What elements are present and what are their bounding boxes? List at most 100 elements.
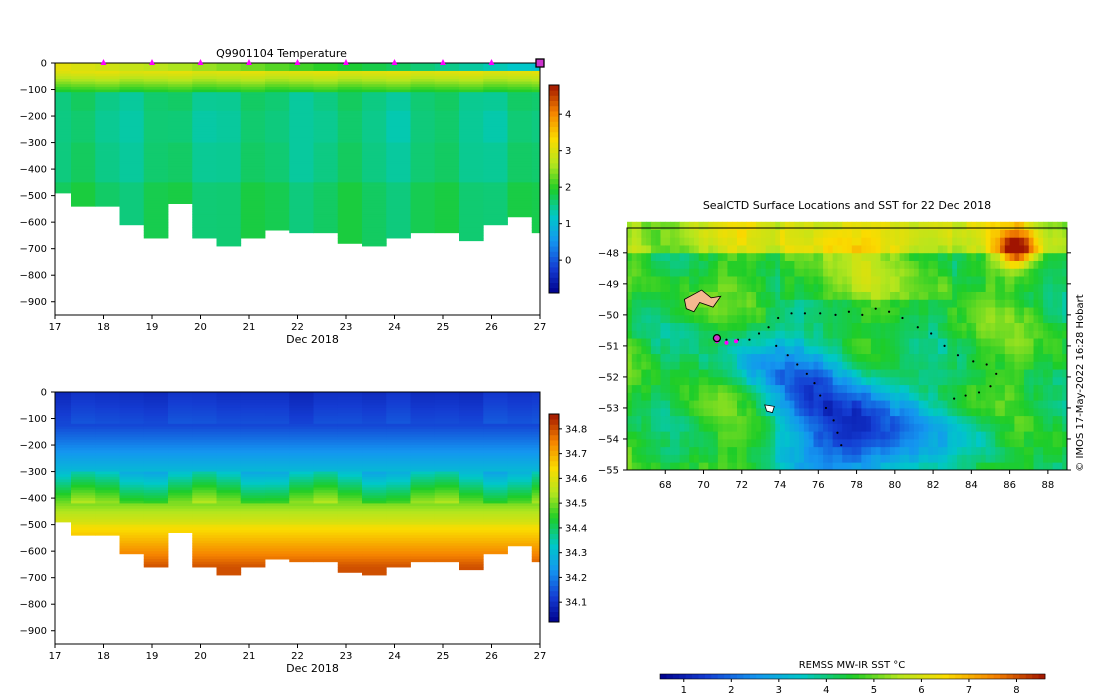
colorbar-segment — [549, 272, 559, 278]
section-cell — [386, 155, 411, 159]
section-cell — [410, 126, 436, 130]
colorbar-segment — [549, 246, 559, 252]
sst-cell — [780, 314, 786, 324]
section-cell — [216, 399, 242, 404]
section-cell — [95, 158, 120, 162]
section-cell — [71, 129, 96, 133]
section-cell — [459, 227, 484, 231]
sst-cell — [741, 462, 747, 471]
section-cell — [531, 514, 541, 518]
section-cell — [216, 174, 242, 178]
section-cell — [362, 169, 387, 173]
section-cell — [483, 161, 508, 165]
section-cell — [531, 498, 541, 502]
section-cell — [410, 185, 436, 189]
section-cell — [289, 551, 314, 555]
sst-cell — [870, 338, 877, 347]
section-cell — [71, 73, 96, 77]
sst-cell — [894, 423, 901, 432]
sst-cell — [684, 369, 690, 378]
section-cell — [337, 413, 363, 417]
section-cell — [410, 490, 436, 494]
section-cell — [265, 206, 290, 210]
sst-cell — [837, 330, 843, 339]
colorbar-segment — [549, 267, 559, 273]
sst-cell — [923, 291, 929, 300]
sst-cell — [832, 361, 838, 370]
sst-cell — [851, 345, 857, 355]
sst-cell — [679, 415, 685, 424]
section-cell — [55, 177, 72, 181]
sst-cell — [923, 407, 929, 417]
section-cell — [95, 116, 120, 120]
sst-cell — [799, 307, 805, 316]
sst-cell — [650, 376, 657, 386]
sst-cell — [823, 307, 829, 316]
section-cell — [337, 203, 363, 207]
section-cell — [386, 553, 411, 557]
section-cell — [71, 482, 96, 486]
section-cell — [507, 108, 533, 112]
sst-cell — [650, 221, 657, 230]
section-cell — [265, 492, 290, 496]
section-cell — [337, 206, 363, 210]
sst-cell — [660, 407, 666, 417]
section-cell — [95, 94, 120, 98]
sst-cell — [765, 407, 771, 417]
section-cell — [531, 147, 541, 151]
sst-cell — [827, 423, 834, 432]
section-cell — [362, 147, 387, 151]
sst-cell — [794, 423, 800, 432]
sst-cell — [732, 276, 738, 285]
section-cell — [507, 476, 533, 480]
section-cell — [192, 410, 217, 414]
section-cell — [337, 84, 363, 88]
sst-cell — [741, 407, 747, 417]
sst-cell — [837, 392, 843, 401]
section-cell — [143, 147, 169, 151]
section-cell — [434, 551, 460, 555]
sst-cell — [894, 314, 901, 324]
section-cell — [434, 487, 460, 491]
sst-cell — [631, 283, 637, 293]
section-cell — [55, 89, 72, 93]
sst-cell — [751, 330, 757, 339]
section-cell — [459, 556, 484, 560]
sst-cell — [947, 438, 953, 448]
section-cell — [507, 78, 533, 82]
section-cell — [313, 397, 339, 401]
sst-cell — [722, 237, 728, 246]
sst-cell — [937, 276, 944, 285]
sst-cell — [717, 369, 724, 378]
sst-cell — [803, 345, 810, 355]
section-cell — [483, 466, 508, 470]
section-cell — [531, 524, 541, 528]
section-cell — [531, 185, 541, 189]
sst-cell — [842, 229, 848, 238]
section-cell — [337, 532, 363, 536]
section-cell — [240, 495, 266, 499]
sst-cell — [918, 299, 924, 308]
section-cell — [507, 100, 533, 104]
section-cell — [434, 192, 460, 197]
section-cell — [434, 211, 460, 215]
section-cell — [531, 76, 541, 80]
y-tick-label: −300 — [20, 138, 47, 149]
sst-cell — [741, 307, 747, 316]
section-cell — [362, 413, 387, 417]
section-cell — [143, 564, 169, 568]
section-cell — [386, 527, 411, 531]
section-cell — [434, 190, 460, 194]
section-cell — [434, 495, 460, 499]
sst-cell — [737, 407, 743, 417]
sst-cell — [698, 353, 704, 362]
section-cell — [337, 529, 363, 533]
section-cell — [531, 145, 541, 149]
sst-cell — [856, 454, 862, 463]
section-cell — [168, 503, 193, 507]
sst-cell — [650, 415, 657, 424]
section-cell — [386, 100, 411, 104]
section-cell — [483, 482, 508, 486]
sst-cell — [847, 361, 853, 370]
section-cell — [386, 490, 411, 494]
